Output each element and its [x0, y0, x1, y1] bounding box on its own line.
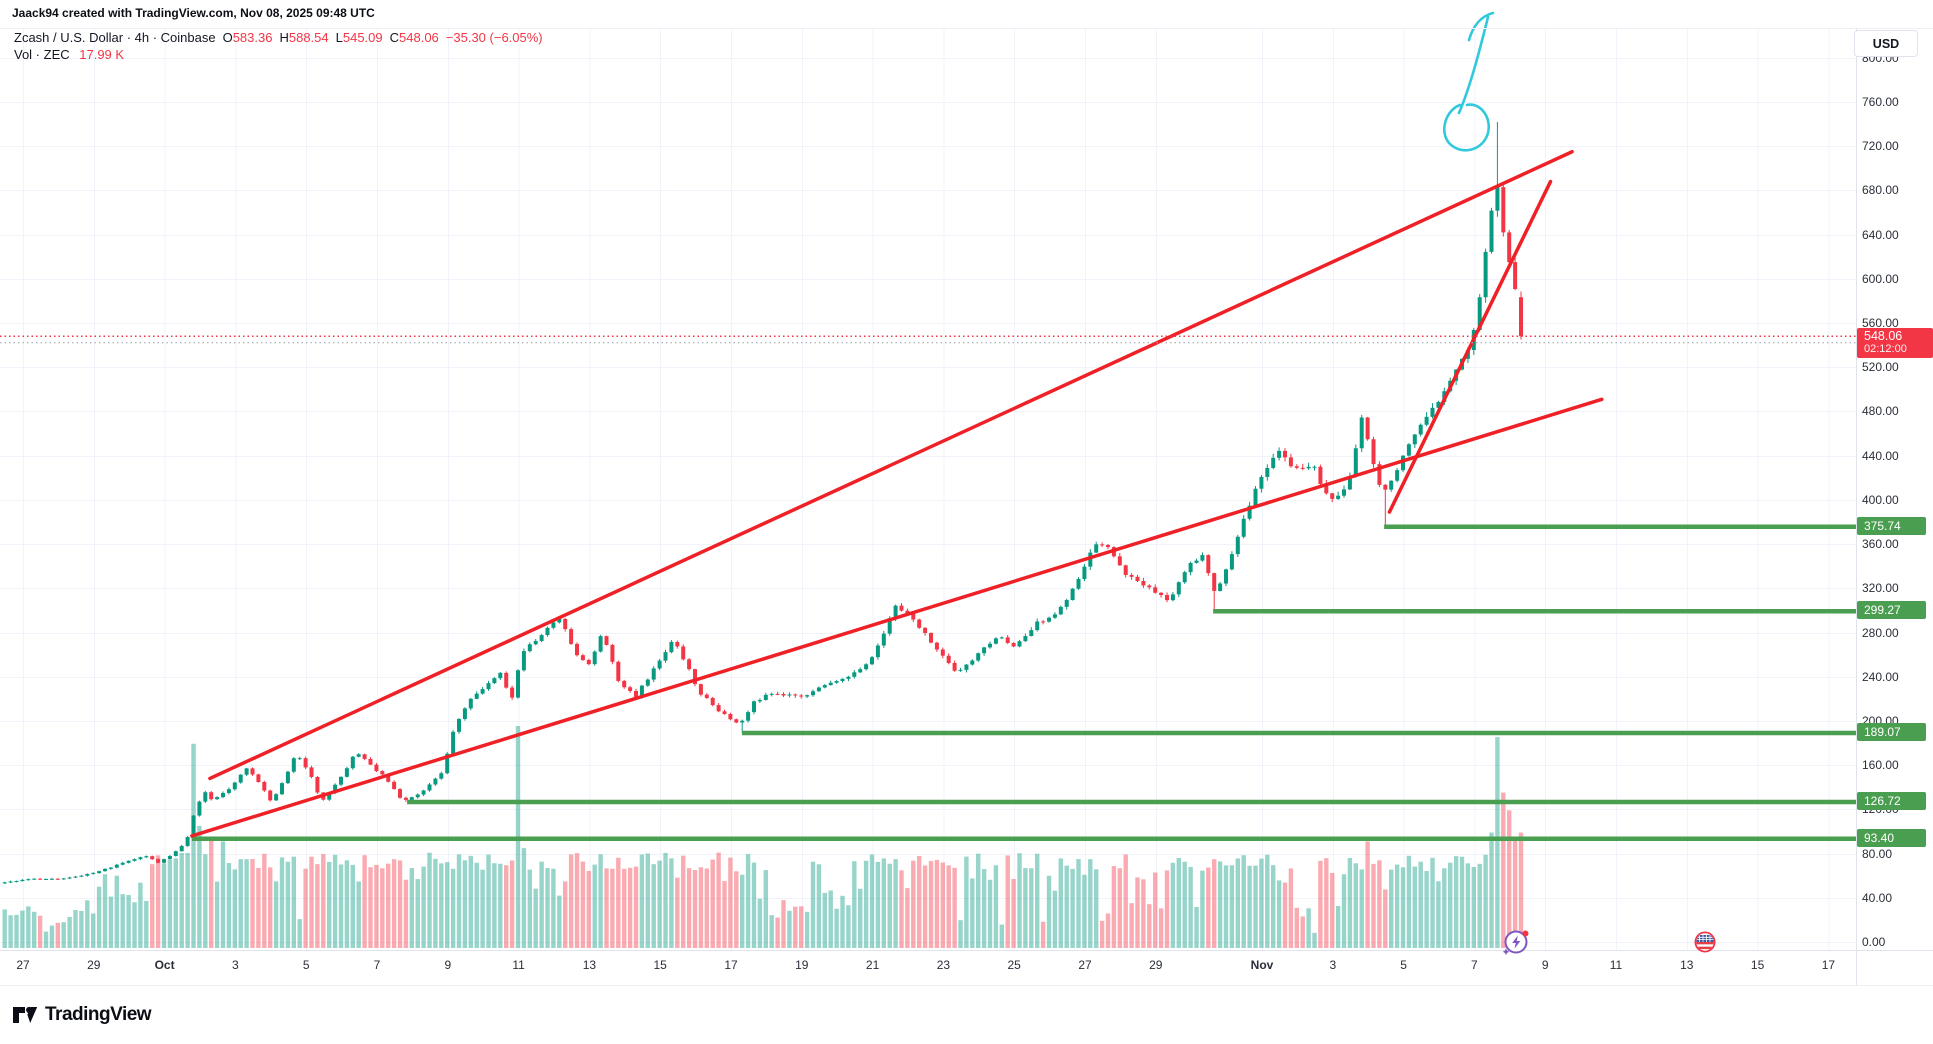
- price-axis-label: 400.00: [1862, 492, 1899, 507]
- support-level-badge: 93.40: [1857, 828, 1926, 847]
- candlestick-series: [2, 121, 1524, 885]
- time-axis-label: Nov: [1250, 958, 1274, 972]
- symbol-legend: Zcash / U.S. Dollar · 4h · Coinbase O583.…: [14, 30, 543, 64]
- upper-wedge-line: [208, 149, 1574, 781]
- steep-fan-line: [1387, 179, 1553, 514]
- time-axis-label: 13: [1680, 958, 1694, 972]
- price-axis-label: 320.00: [1862, 581, 1899, 596]
- time-axis-label: 19: [795, 958, 809, 972]
- price-axis-label: 680.00: [1862, 183, 1899, 198]
- volume-bars: [2, 726, 1524, 948]
- cyan-scribble-drawing[interactable]: [1443, 11, 1495, 152]
- support-level-rays[interactable]: [191, 524, 1856, 842]
- price-axis-label: 0.00: [1862, 935, 1886, 949]
- time-axis-label: 17: [1821, 958, 1836, 972]
- support-level-badge: 299.27: [1857, 601, 1926, 620]
- ohlc-letter: L: [335, 30, 343, 45]
- time-axis-label: 25: [1007, 958, 1021, 972]
- price-change: −35.30 (−6.05%): [445, 30, 543, 45]
- currency-usd-button[interactable]: USD: [1854, 30, 1918, 57]
- trendlines[interactable]: [190, 149, 1604, 838]
- volume-label[interactable]: Vol · ZEC: [14, 47, 70, 62]
- grid-lines: [0, 28, 1856, 950]
- time-axis-label: 5: [1400, 958, 1407, 972]
- notification-dot: [1522, 930, 1529, 937]
- price-axis-label: 160.00: [1862, 758, 1899, 773]
- volume-value: 17.99 K: [79, 47, 125, 62]
- legend-row-symbol: Zcash / U.S. Dollar · 4h · Coinbase O583.…: [14, 30, 543, 45]
- pane-borders: [0, 28, 1933, 986]
- time-axis-label: 21: [865, 958, 880, 972]
- time-axis-label: 5: [302, 958, 310, 972]
- time-axis-label: 27: [16, 958, 30, 972]
- tradingview-logo-mark-icon: [13, 1006, 38, 1023]
- ohlc-value: 588.54: [288, 30, 329, 45]
- time-axis-label: 23: [936, 958, 951, 972]
- time-axis-label: 9: [444, 958, 452, 972]
- symbol-title[interactable]: Zcash / U.S. Dollar · 4h · Coinbase: [14, 30, 216, 45]
- watermark-attribution: Jaack94 created with TradingView.com, No…: [12, 6, 375, 20]
- last-price-value: 548.06: [1864, 329, 1903, 344]
- price-axis-label: 360.00: [1862, 537, 1899, 552]
- price-axis-label: 560.00: [1862, 316, 1899, 331]
- time-axis-label: 29: [1149, 958, 1163, 972]
- price-axis-label: 760.00: [1862, 95, 1899, 109]
- price-axis-label: 240.00: [1862, 669, 1899, 684]
- time-axis-label: 13: [582, 958, 597, 972]
- time-axis-label: 11: [1609, 958, 1623, 972]
- ohlc-values: O583.36 H588.54 L545.09 C548.06: [216, 30, 439, 45]
- support-level-badge: 189.07: [1857, 723, 1926, 742]
- time-axis-label: 27: [1078, 958, 1092, 972]
- idea-lightning-marker[interactable]: [1502, 927, 1532, 962]
- time-axis-label: 3: [232, 958, 239, 972]
- price-axis-label: 520.00: [1862, 360, 1899, 375]
- ohlc-letter: O: [222, 30, 233, 45]
- price-axis-label: 80.00: [1862, 846, 1893, 861]
- price-axis-label: 440.00: [1862, 448, 1899, 463]
- price-axis-label: 600.00: [1862, 271, 1899, 286]
- time-axis-label: 7: [1471, 958, 1478, 972]
- tradingview-logo-text: TradingView: [45, 1004, 152, 1025]
- time-axis-label: 29: [87, 958, 101, 972]
- lower-wedge-line: [190, 397, 1604, 838]
- last-price-badge: 548.06 02:12:00: [1857, 328, 1933, 359]
- time-axis-label: 7: [373, 958, 381, 972]
- time-axis-label: 11: [512, 958, 525, 972]
- ohlc-value: 583.36: [232, 30, 273, 45]
- time-axis-label: 15: [1750, 958, 1765, 972]
- lightning-bolt-icon: [1512, 935, 1521, 949]
- legend-row-volume: Vol · ZEC 17.99 K: [14, 47, 543, 62]
- time-axis-label: 17: [724, 958, 738, 972]
- ohlc-value: 545.09: [342, 30, 383, 45]
- time-axis-label: 9: [1541, 958, 1549, 972]
- price-axis-label: 480.00: [1862, 404, 1899, 419]
- time-axis-label: 15: [653, 958, 667, 972]
- sparkle-icon: [1502, 948, 1510, 956]
- ohlc-letter: H: [279, 30, 289, 45]
- price-axis-label: 640.00: [1862, 227, 1899, 242]
- support-level-badge: 375.74: [1857, 516, 1926, 535]
- us-flag-icon: [1695, 935, 1714, 950]
- price-axis-label: 280.00: [1862, 625, 1899, 640]
- support-level-badge: 126.72: [1857, 791, 1926, 810]
- time-axis-label: Oct: [154, 958, 175, 972]
- price-axis-label: 720.00: [1862, 139, 1899, 154]
- price-axis-label: 40.00: [1862, 890, 1893, 905]
- ohlc-letter: C: [389, 30, 400, 45]
- bar-countdown: 02:12:00: [1864, 343, 1907, 356]
- time-axis-label: 3: [1329, 958, 1337, 972]
- us-economic-event-marker[interactable]: [1693, 930, 1717, 959]
- ohlc-value: 548.06: [399, 30, 439, 45]
- tradingview-logo[interactable]: TradingView: [12, 1002, 152, 1028]
